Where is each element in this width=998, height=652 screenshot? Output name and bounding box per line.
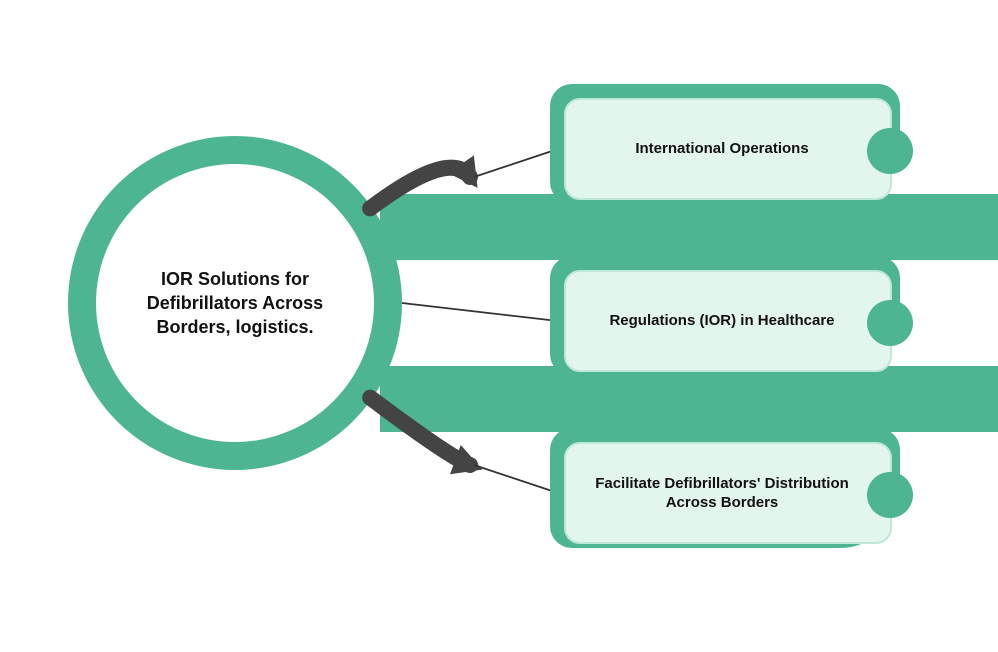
diagram-root: IOR Solutions for Defibrillators Across … (0, 0, 998, 652)
hub-circle: IOR Solutions for Defibrillators Across … (96, 164, 374, 442)
card-1: International Operations (564, 98, 892, 200)
card-2-bump (867, 300, 913, 346)
card-2-label: Regulations (IOR) in Healthcare (609, 311, 834, 331)
card-1-bump (867, 128, 913, 174)
card-3-bump (867, 472, 913, 518)
card-3: Facilitate Defibrillators' Distribution … (564, 442, 892, 544)
card-1-label: International Operations (635, 139, 808, 159)
card-3-label: Facilitate Defibrillators' Distribution … (594, 474, 850, 513)
hub-label: IOR Solutions for Defibrillators Across … (120, 267, 350, 340)
card-2: Regulations (IOR) in Healthcare (564, 270, 892, 372)
